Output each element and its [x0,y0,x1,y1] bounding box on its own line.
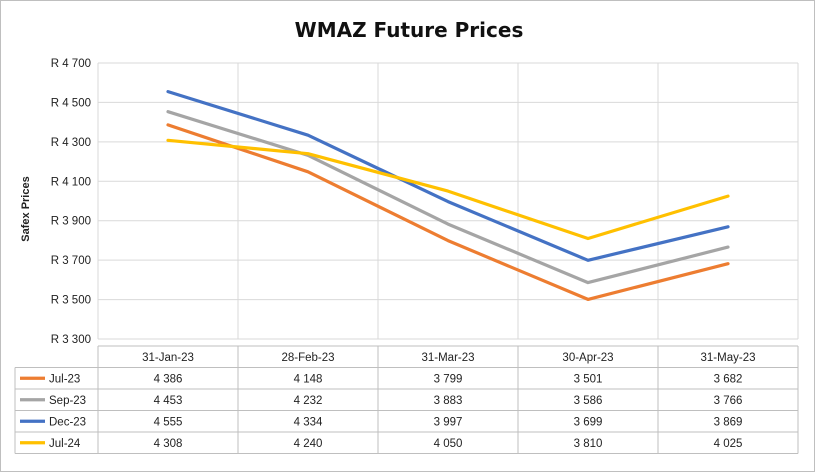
y-tick-label: R 3 900 [51,216,91,228]
y-axis-label: Safex Prices [20,176,32,241]
data-table: 31-Jan-23 28-Feb-23 31-Mar-23 30-Apr-23 31-M… [14,345,799,454]
table-cell-value: 3 682 [714,373,743,385]
table-cell-value: 4 148 [294,373,323,385]
table-cell-value: 4 453 [154,395,183,407]
y-tick-label: R 3 700 [51,255,91,267]
table-cell-value: 3 799 [434,373,463,385]
x-category-label: 31-May-23 [701,352,756,364]
legend-label: Jul-23 [49,373,80,385]
x-category-label: 28-Feb-23 [281,352,334,364]
legend-label: Sep-23 [49,395,86,407]
table-cell-value: 3 766 [714,395,743,407]
table-cell-value: 3 810 [574,438,603,450]
table-cell-value: 4 050 [434,438,463,450]
table-cell-value: 4 240 [294,438,323,450]
legend-label: Dec-23 [49,416,86,428]
y-tick-label: R 4 500 [51,97,91,109]
series-line-sep-23 [166,110,730,285]
table-cell-value: 4 334 [294,416,323,428]
series-line-jul-24 [166,138,730,241]
series-line-dec-23 [166,89,730,262]
table-cell-value: 3 869 [714,416,743,428]
series-line-jul-23 [166,123,730,301]
table-cell-value: 4 025 [714,438,743,450]
y-tick-label: R 4 300 [51,137,91,149]
table-cell-value: 4 555 [154,416,183,428]
legend-label: Jul-24 [49,438,81,450]
table-cell-value: 3 501 [574,373,603,385]
table-cell-value: 4 386 [154,373,183,385]
x-category-label: 30-Apr-23 [562,352,613,364]
x-category-label: 31-Jan-23 [142,352,194,364]
table-cell-value: 3 883 [434,395,463,407]
series-lines [166,89,730,301]
table-cell-value: 4 232 [294,395,323,407]
y-tick-label: R 4 100 [51,176,91,188]
y-tick-label: R 4 700 [51,58,91,70]
y-tick-label: R 3 300 [51,334,91,346]
chart-title: WMAZ Future Prices [295,18,524,42]
table-cell-value: 3 997 [434,416,463,428]
x-category-label: 31-Mar-23 [421,352,474,364]
y-tick-label: R 3 500 [51,295,91,307]
table-cell-value: 4 308 [154,438,183,450]
y-axis-ticks: R 3 300 R 3 500 R 3 700 R 3 900 R 4 100 R 4 3… [51,58,91,346]
table-cell-value: 3 586 [574,395,603,407]
table-cell-value: 3 699 [574,416,603,428]
